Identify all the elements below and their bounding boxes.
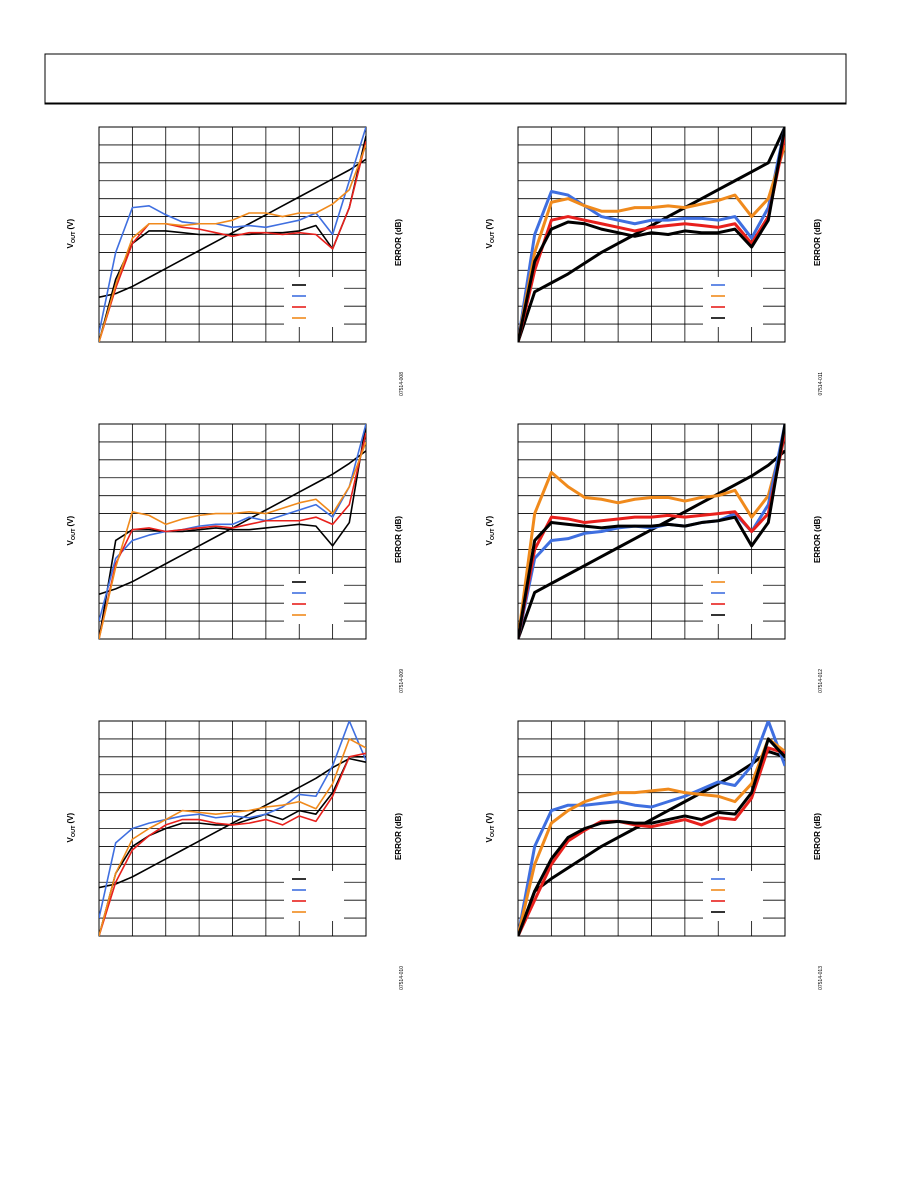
series-line (99, 752, 366, 936)
y-label-sub: OUT (490, 825, 496, 837)
y-axis-label: VOUT(V) (485, 219, 496, 249)
y-axis-label: VOUT(V) (485, 516, 496, 546)
series-line (518, 135, 785, 342)
y-label-main: V (66, 837, 75, 843)
series-line (99, 424, 366, 639)
chart: VOUT(V) ERROR (dB) 07514-012 (485, 423, 824, 693)
y-axis-label: VOUT(V) (66, 516, 77, 546)
series-line (99, 158, 366, 298)
y-label-sub: OUT (490, 528, 496, 540)
y-label-main: V (485, 837, 494, 843)
figure-id: 07514-013 (818, 966, 824, 990)
y-label-sub: OUT (71, 528, 77, 540)
series-line (518, 737, 785, 936)
y-label-unit: (V) (485, 219, 494, 230)
figure-id: 07514-009 (399, 669, 405, 693)
y2-axis-label: ERROR (dB) (813, 813, 822, 860)
series-line (99, 441, 366, 639)
figure-id: 07514-008 (399, 372, 405, 396)
header-box (44, 53, 847, 105)
y-axis-label: VOUT(V) (66, 813, 77, 843)
y-label-unit: (V) (485, 516, 494, 527)
y-label-sub: OUT (490, 231, 496, 243)
y2-axis-label: ERROR (dB) (813, 219, 822, 266)
y-label-main: V (485, 540, 494, 546)
chart: VOUT(V) ERROR (dB) 07514-011 (485, 126, 824, 396)
y-label-main: V (66, 540, 75, 546)
y2-axis-label: ERROR (dB) (394, 516, 403, 563)
y-label-unit: (V) (66, 813, 75, 824)
chart: VOUT(V) ERROR (dB) 07514-008 (66, 126, 405, 396)
y-axis-label: VOUT(V) (485, 813, 496, 843)
series-line (518, 127, 785, 342)
figure-id: 07514-012 (818, 669, 824, 693)
series-line (99, 757, 366, 889)
figure-id: 07514-010 (399, 966, 405, 990)
y-label-unit: (V) (66, 219, 75, 230)
series-line (99, 141, 366, 342)
series-line (99, 432, 366, 639)
series-line (518, 424, 785, 639)
series-line (99, 144, 366, 342)
y2-axis-label: ERROR (dB) (394, 219, 403, 266)
series-line (99, 738, 366, 936)
figure-id: 07514-011 (818, 372, 824, 396)
series-line (99, 135, 366, 342)
y-axis-label: VOUT(V) (66, 219, 77, 249)
y-label-main: V (485, 243, 494, 249)
series-line (518, 746, 785, 936)
series-line (518, 737, 785, 936)
y2-axis-label: ERROR (dB) (813, 516, 822, 563)
series-line (518, 127, 785, 342)
series-line (518, 721, 785, 936)
series-line (518, 127, 785, 342)
y-label-main: V (66, 243, 75, 249)
chart: VOUT(V) ERROR (dB) 07514-010 (66, 720, 405, 990)
y2-axis-label: ERROR (dB) (394, 813, 403, 860)
series-line (99, 127, 366, 334)
series-line (518, 144, 785, 342)
series-line (518, 749, 785, 936)
series-line (99, 424, 366, 622)
chart: VOUT(V) ERROR (dB) 07514-013 (485, 720, 824, 990)
y-label-sub: OUT (71, 825, 77, 837)
chart: VOUT(V) ERROR (dB) 07514-009 (66, 423, 405, 693)
y-label-unit: (V) (485, 813, 494, 824)
y-label-unit: (V) (66, 516, 75, 527)
series-line (518, 432, 785, 639)
series-line (518, 432, 785, 639)
y-label-sub: OUT (71, 231, 77, 243)
series-line (99, 721, 366, 919)
series-line (518, 449, 785, 639)
